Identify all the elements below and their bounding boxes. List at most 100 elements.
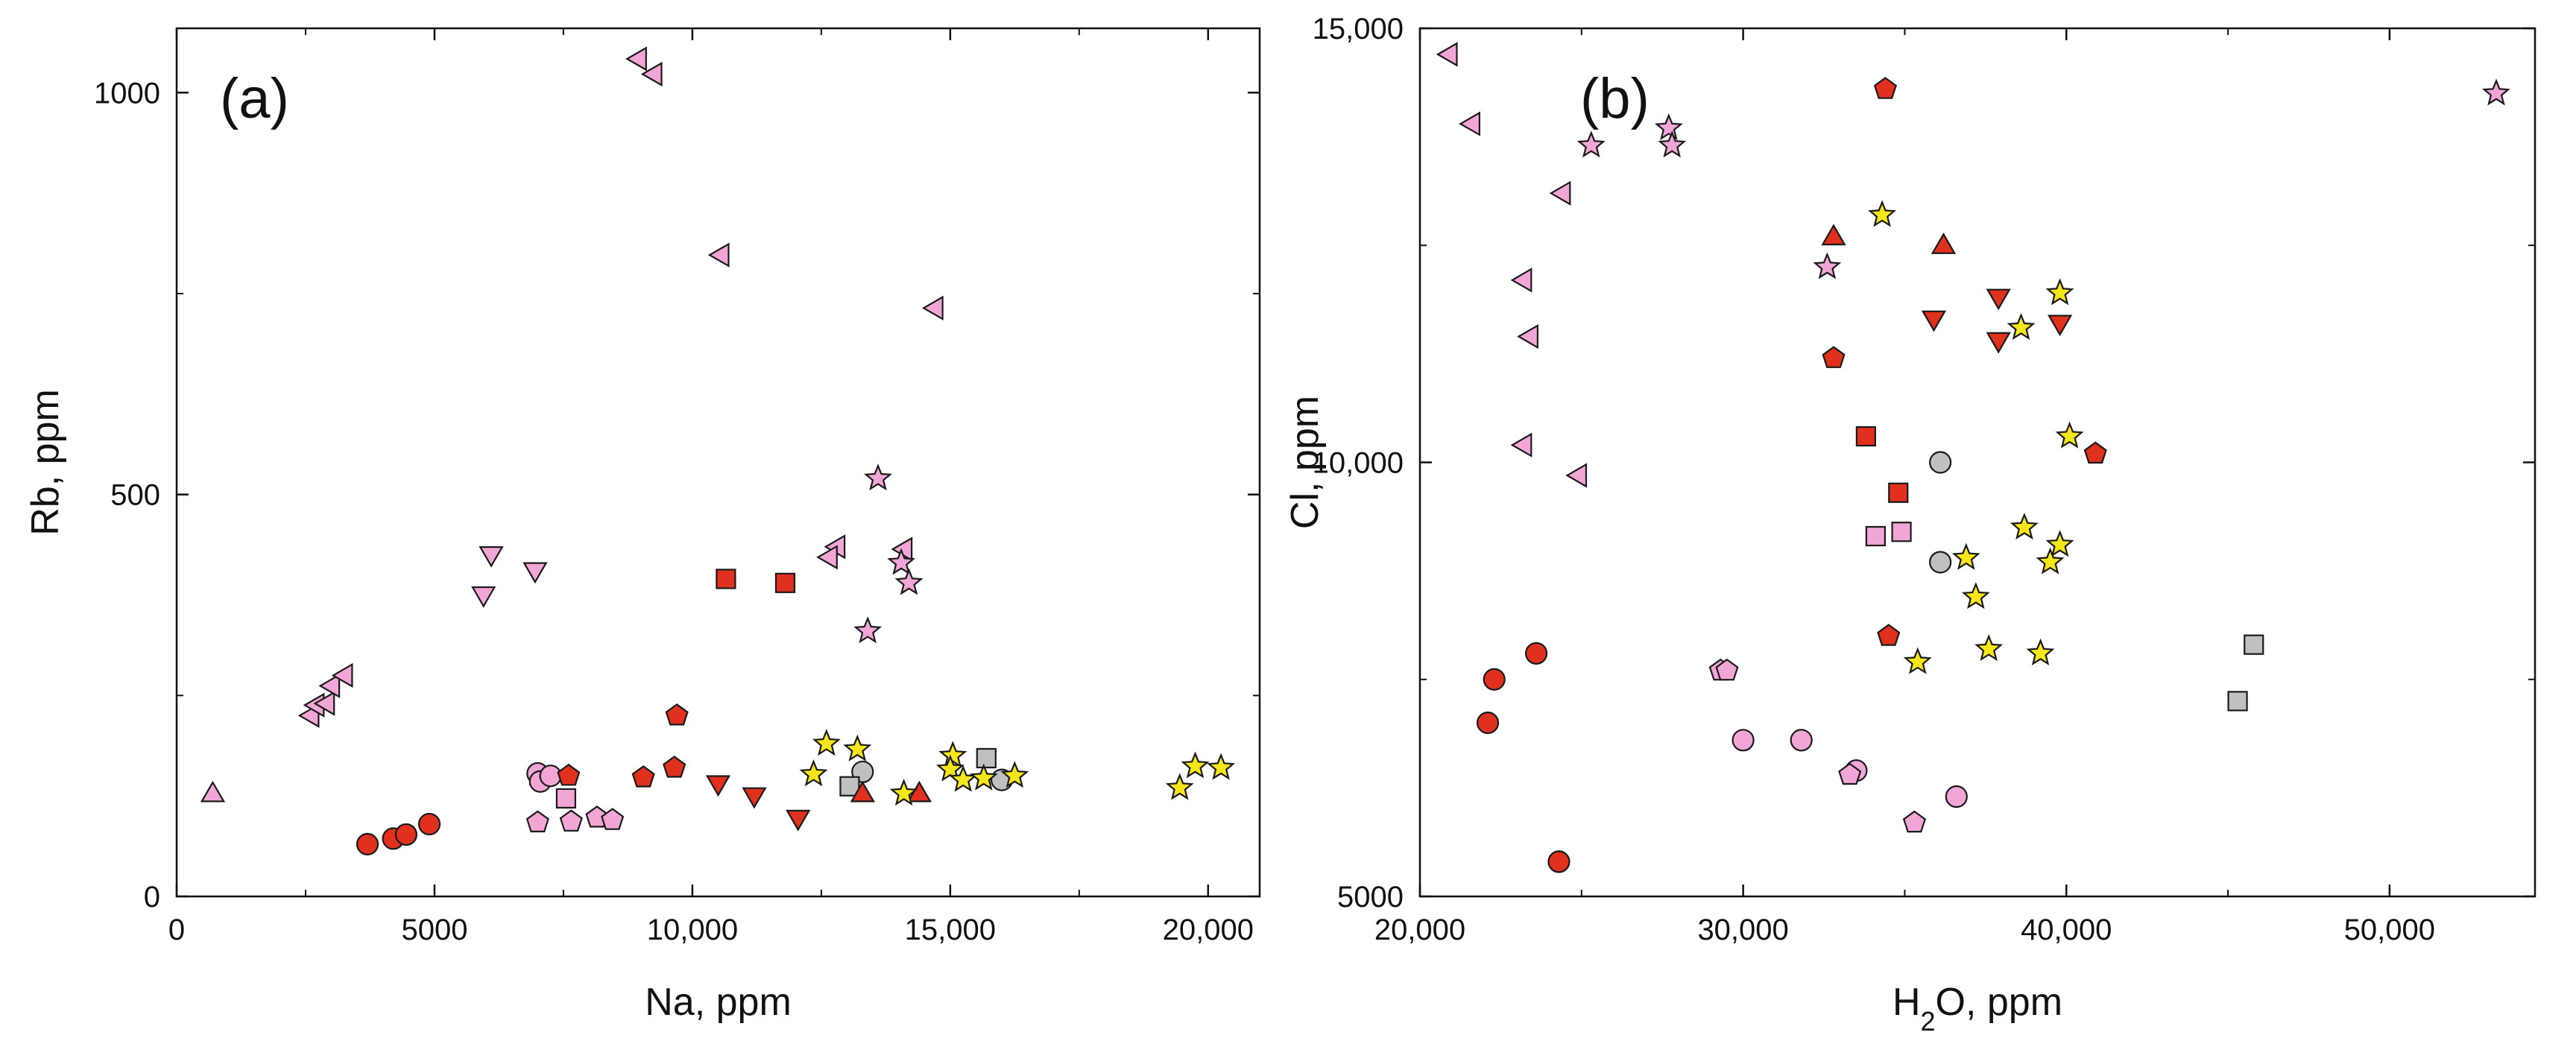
point-star-57 (1181, 751, 1210, 779)
y-tick-label: 1000 (94, 77, 160, 110)
point-tri-down-27 (523, 562, 548, 584)
x-tick-label: 15,000 (905, 914, 996, 946)
point-tri-down-26 (1986, 332, 2011, 354)
panel-label: (b) (1580, 67, 1650, 130)
point-circle-1 (1476, 711, 1500, 735)
panel-a: 0 5000 10,000 15,000 20,000 0 500 1000 Na, ppm Rb… (24, 27, 1261, 1024)
point-pentagon-10 (1873, 77, 1897, 99)
point-circle-3 (1547, 850, 1570, 873)
point-star-40 (1813, 252, 1842, 279)
point-tri-down-24 (786, 809, 811, 832)
point-star-54 (969, 763, 998, 791)
y-tick-label: 10,000 (1313, 447, 1404, 480)
point-star-38 (1654, 113, 1683, 141)
point-star-58 (1207, 753, 1236, 780)
point-pentagon-13 (2083, 441, 2107, 464)
point-star-52 (1974, 634, 2004, 662)
point-square-21 (976, 747, 997, 769)
point-pentagon-11 (1822, 346, 1846, 368)
point-tri-left-34 (921, 295, 944, 321)
point-tri-down-24 (1921, 310, 1947, 332)
point-pentagon-16 (601, 808, 625, 830)
point-circle-6 (539, 765, 562, 788)
x-tick-label: 5000 (401, 914, 467, 946)
point-tri-left-40 (313, 691, 335, 716)
point-star-52 (935, 754, 965, 782)
y-axis-label: Rb, ppm (24, 389, 67, 536)
point-square-18 (774, 572, 796, 593)
point-tri-up-29 (1931, 232, 1957, 254)
point-pentagon-17 (1902, 810, 1926, 833)
point-star-48 (799, 759, 828, 787)
x-tick-label: 40,000 (2021, 914, 2112, 946)
data-points (200, 46, 1236, 855)
point-star-56 (1165, 773, 1194, 800)
point-circle-0 (356, 832, 379, 855)
point-tri-left-32 (1549, 180, 1571, 206)
point-tri-up-30 (200, 780, 226, 803)
y-tick-label: 500 (110, 479, 160, 512)
point-pentagon-14 (559, 809, 583, 832)
point-pentagon-13 (525, 810, 549, 833)
plot-frame (175, 27, 1261, 898)
point-tri-down-23 (742, 787, 767, 809)
point-tri-down-22 (705, 775, 731, 797)
point-tri-left-31 (1459, 111, 1481, 136)
point-star-48 (2036, 547, 2065, 575)
point-tri-left-33 (1510, 268, 1532, 293)
point-star-39 (1658, 130, 1687, 158)
point-tri-left-36 (816, 545, 838, 570)
point-square-19 (555, 788, 576, 809)
point-square-19 (1888, 482, 1909, 503)
x-tick-label: 10,000 (647, 914, 738, 946)
x-tick-label: 20,000 (1374, 914, 1465, 946)
point-star-55 (1000, 761, 1029, 788)
point-tri-left-41 (318, 673, 341, 699)
point-pentagon-12 (665, 703, 689, 726)
point-star-49 (1951, 542, 1980, 570)
point-square-23 (2244, 634, 2264, 655)
point-tri-left-30 (1436, 42, 1458, 67)
point-star-49 (843, 734, 872, 762)
point-tri-down-27 (2047, 314, 2073, 337)
point-tri-up-28 (850, 780, 875, 803)
point-tri-left-33 (707, 242, 730, 268)
point-tri-left-35 (1510, 432, 1532, 458)
point-star-45 (894, 568, 924, 595)
point-circle-7 (1945, 785, 1968, 809)
point-star-47 (2045, 530, 2074, 557)
point-star-51 (1903, 647, 1932, 674)
panel-label: (a) (220, 67, 289, 130)
point-star-43 (863, 463, 893, 491)
point-pentagon-9 (557, 763, 581, 786)
x-tick-label: 0 (168, 914, 185, 946)
point-star-50 (1961, 582, 1990, 610)
point-circle-4 (1731, 729, 1755, 752)
point-star-46 (2010, 512, 2039, 540)
x-tick-label: 20,000 (1163, 914, 1254, 946)
y-tick-label: 5000 (1337, 881, 1404, 914)
point-square-17 (716, 569, 736, 589)
point-pentagon-10 (631, 765, 655, 788)
point-circle-5 (1790, 729, 1813, 752)
point-circle-8 (1929, 451, 1952, 474)
point-square-20 (1865, 525, 1887, 547)
point-square-22 (2227, 691, 2248, 712)
point-tri-left-34 (1517, 323, 1538, 349)
y-axis-label: Cl, ppm (1284, 396, 1327, 529)
point-star-44 (2007, 312, 2036, 341)
point-pentagon-16 (1838, 762, 1862, 785)
point-square-21 (1891, 522, 1912, 542)
point-pentagon-12 (1877, 624, 1901, 646)
point-circle-2 (394, 823, 417, 847)
point-star-46 (853, 616, 883, 644)
point-tri-left-31 (625, 46, 647, 72)
point-tri-left-42 (331, 662, 353, 689)
point-star-43 (2045, 278, 2074, 306)
point-pentagon-11 (663, 756, 686, 778)
point-star-53 (2026, 638, 2055, 665)
point-square-18 (1855, 425, 1876, 447)
point-circle-9 (1929, 551, 1952, 574)
x-axis-label: Na, ppm (645, 981, 792, 1024)
point-star-42 (1868, 200, 1896, 227)
